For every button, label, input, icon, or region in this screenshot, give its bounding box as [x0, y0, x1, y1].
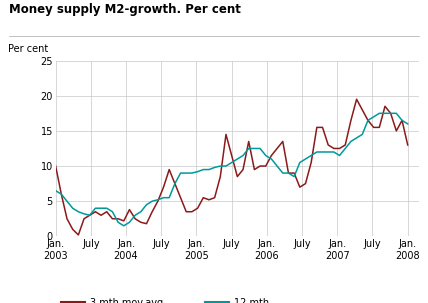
3 mth.mov.avg. — [166, 168, 172, 171]
12 mth. — [121, 224, 126, 228]
3 mth.mov.avg. — [155, 199, 160, 203]
Line: 3 mth.mov.avg.: 3 mth.mov.avg. — [56, 99, 408, 235]
12 mth. — [405, 122, 410, 126]
12 mth. — [155, 198, 160, 201]
12 mth. — [399, 118, 404, 122]
12 mth. — [303, 157, 308, 161]
3 mth.mov.avg. — [399, 118, 404, 122]
3 mth.mov.avg. — [303, 182, 308, 185]
3 mth.mov.avg. — [235, 175, 240, 178]
3 mth.mov.avg. — [405, 143, 410, 147]
Text: Per cent: Per cent — [8, 44, 49, 54]
12 mth. — [53, 189, 58, 192]
3 mth.mov.avg. — [53, 164, 58, 168]
Legend: 3 mth.mov.avg., 12 mth.: 3 mth.mov.avg., 12 mth. — [57, 294, 276, 303]
12 mth. — [166, 196, 172, 199]
3 mth.mov.avg. — [354, 98, 359, 101]
12 mth. — [377, 112, 382, 115]
3 mth.mov.avg. — [223, 133, 229, 136]
12 mth. — [223, 164, 229, 168]
3 mth.mov.avg. — [76, 233, 81, 237]
Text: Money supply M2-growth. Per cent: Money supply M2-growth. Per cent — [9, 3, 241, 16]
Line: 12 mth.: 12 mth. — [56, 113, 408, 226]
12 mth. — [235, 157, 240, 161]
